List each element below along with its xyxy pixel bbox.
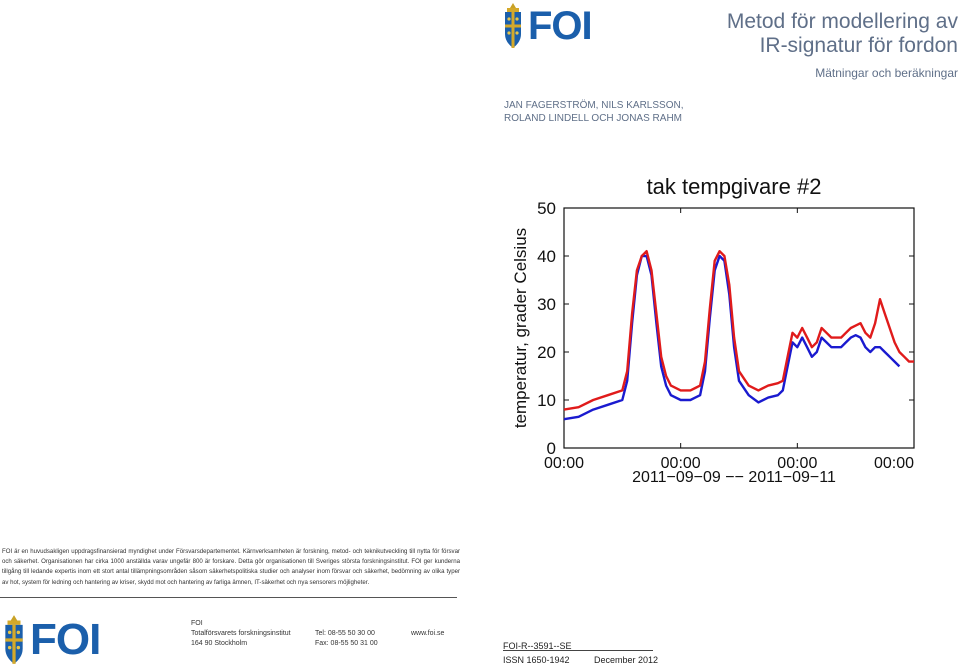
y-tick-label: 30	[537, 295, 556, 314]
foi-logo: FOI	[502, 2, 593, 50]
issn: ISSN 1650-1942	[503, 655, 570, 665]
authors-line-1: JAN FAGERSTRÖM, NILS KARLSSON,	[504, 100, 684, 111]
divider	[0, 597, 457, 598]
description-paragraph: FOI är en huvudsakligen uppdragsfinansie…	[2, 548, 460, 586]
publication-date: December 2012	[594, 655, 659, 665]
logo-wordmark: FOI	[30, 615, 101, 664]
series-layer	[563, 249, 914, 421]
logo-wordmark: FOI	[528, 4, 593, 48]
y-tick-label: 0	[547, 439, 556, 458]
footer-org-name: Totalförsvarets forskningsinstitut	[191, 630, 291, 637]
plot-frame	[563, 207, 915, 449]
document-subtitle: Mätningar och beräkningar	[815, 66, 958, 80]
crest-icon	[505, 3, 521, 48]
y-tick-label: 50	[537, 199, 556, 218]
footer-tel: Tel: 08-55 50 30 00	[315, 630, 375, 637]
x-tick-label: 00:00	[874, 455, 914, 472]
y-axis-label: temperatur, grader Celsius	[511, 228, 530, 428]
authors-line-2: ROLAND LINDELL OCH JONAS RAHM	[504, 113, 682, 124]
report-number: FOI-R--3591--SE	[503, 641, 572, 651]
x-tick-label: 00:00	[661, 455, 701, 472]
footer-address: FOI Totalförsvarets forskningsinstitut 1…	[191, 619, 291, 649]
document-title-line-1: Metod för modellering av	[726, 10, 958, 33]
x-tick-label: 00:00	[544, 455, 584, 472]
y-tick-label: 20	[537, 343, 556, 362]
footer-contact: Tel: 08-55 50 30 00 Fax: 08-55 50 31 00	[315, 629, 378, 649]
temperature-chart: tak tempgivare #2 temperatur, grader Cel…	[511, 174, 915, 486]
x-axis-label: 2011−09−09 −− 2011−09−11	[632, 469, 836, 486]
chart-title: tak tempgivare #2	[647, 174, 822, 199]
foi-logo-footer: FOI	[2, 614, 101, 666]
x-tick-label: 00:00	[777, 455, 817, 472]
crest-icon	[5, 615, 23, 664]
document-title-line-2: IR-signatur för fordon	[759, 34, 958, 57]
y-tick-label: 10	[537, 391, 556, 410]
red-series-line	[563, 249, 914, 411]
footer-fax: Fax: 08-55 50 31 00	[315, 640, 378, 647]
organisation-description: FOI är en huvudsakligen uppdragsfinansie…	[2, 547, 460, 588]
footer-org-short: FOI	[191, 620, 203, 627]
footer-website[interactable]: www.foi.se	[411, 630, 445, 637]
x-axis-ticks: 00:00 00:00 00:00 00:00	[544, 208, 915, 472]
report-divider	[503, 650, 653, 651]
footer-postal: 164 90 Stockholm	[191, 640, 248, 647]
y-axis-ticks: 0 10 20 30 40 50	[537, 199, 914, 458]
y-tick-label: 40	[537, 247, 556, 266]
blue-series-line	[563, 254, 901, 421]
